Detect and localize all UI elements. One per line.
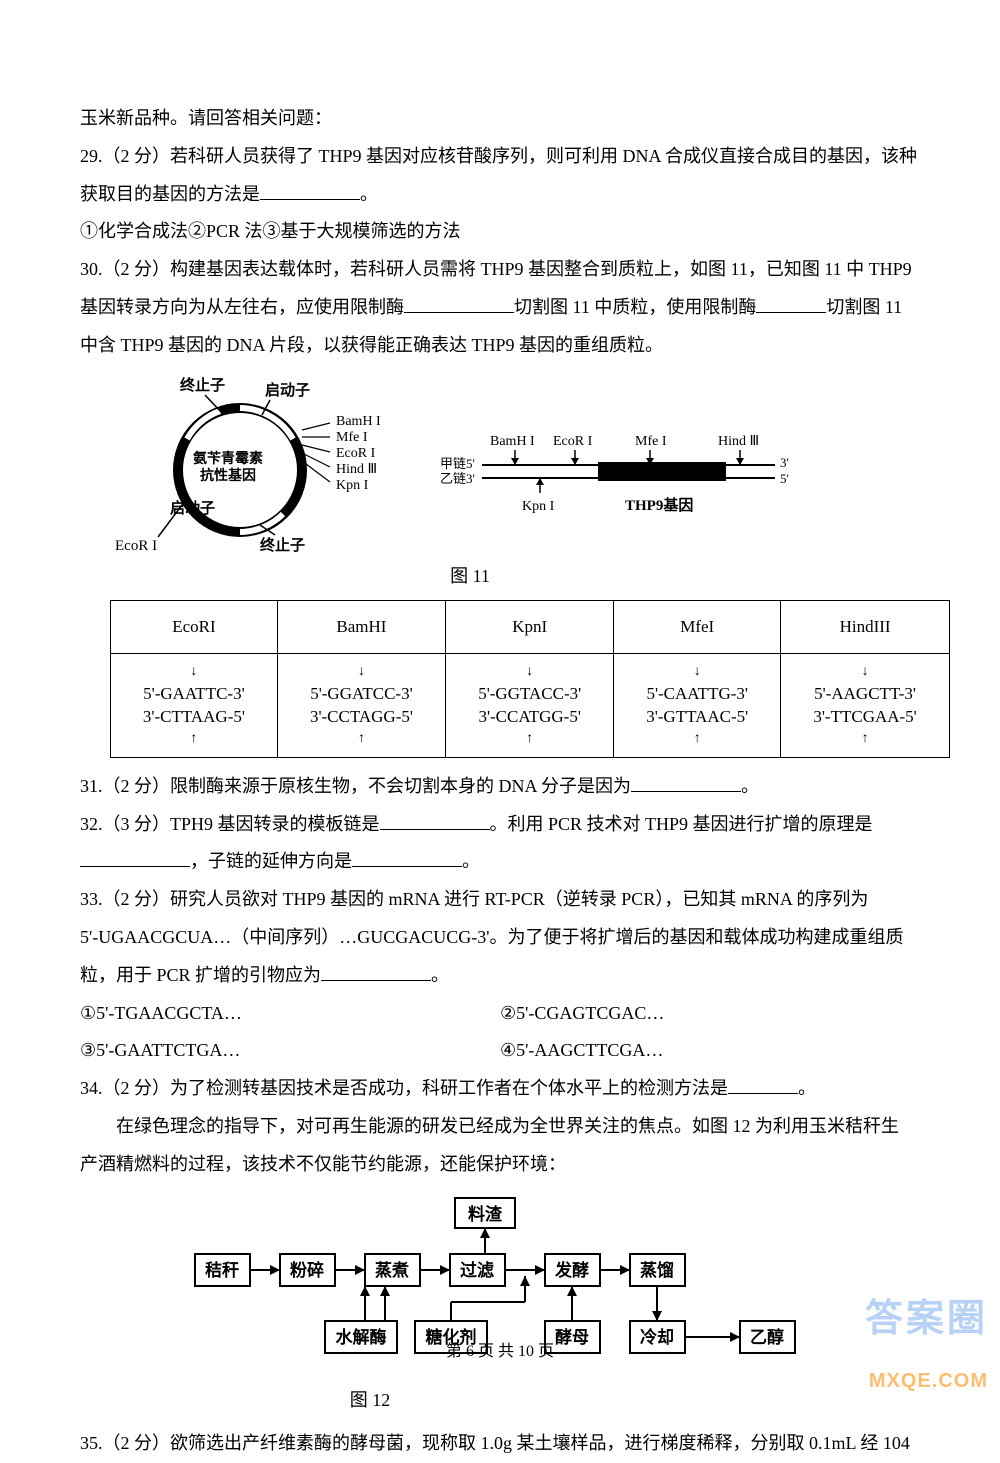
watermark-line2: MXQE.COM xyxy=(865,1360,988,1402)
flow-top: 料渣 xyxy=(468,1204,503,1224)
q32-blank3 xyxy=(352,849,462,867)
watermark-line1: 答案圈 xyxy=(865,1280,988,1360)
q33-opt2: ②5'-CGAGTCGAC… xyxy=(500,995,920,1033)
q33-l1: 33.（2 分）研究人员欲对 THP9 基因的 mRNA 进行 RT-PCR（逆… xyxy=(80,881,920,919)
q30-blank2 xyxy=(756,295,826,313)
lin-mfe1: Mfe I xyxy=(635,434,667,449)
para-l2: 产酒精燃料的过程，该技术不仅能节约能源，还能保护环境： xyxy=(80,1146,920,1184)
th-ecori: EcoRI xyxy=(111,601,278,654)
site-mfe1: Mfe I xyxy=(336,430,368,445)
q32-line1: 32.（3 分）TPH9 基因转录的模板链是。利用 PCR 技术对 THP9 基… xyxy=(80,806,920,844)
promoter2-label: 启动子 xyxy=(170,499,215,517)
svg-text:发酵: 发酵 xyxy=(554,1260,589,1280)
th-mfei: MfeI xyxy=(614,601,781,654)
q30-line2: 基因转录方向为从左往右，应使用限制酶 切割图 11 中质粒，使用限制酶 切割图 11 xyxy=(80,289,920,327)
svg-text:抗性基因: 抗性基因 xyxy=(200,467,256,484)
svg-text:蒸馏: 蒸馏 xyxy=(640,1260,674,1280)
svg-text:3': 3' xyxy=(780,455,789,470)
thp9-gene-label: THP9基因 xyxy=(625,496,693,514)
lin-bamh1: BamH I xyxy=(490,434,535,449)
q31-line: 31.（2 分）限制酶来源于原核生物，不会切割本身的 DNA 分子是因为 。 xyxy=(80,768,920,806)
q31-suffix: 。 xyxy=(741,776,759,796)
svg-text:甲链5': 甲链5' xyxy=(440,456,475,471)
figure-11: 氨苄青霉素 抗性基因 终止子 启动子 启动子 终止子 EcoR I BamH I… xyxy=(110,375,830,758)
q29-prefix: 29.（2 分）若科研人员获得了 THP9 基因对应核苷酸序列，则可利用 DNA… xyxy=(80,146,917,204)
q32-line2: ，子链的延伸方向是。 xyxy=(80,843,920,881)
q31-text: 31.（2 分）限制酶来源于原核生物，不会切割本身的 DNA 分子是因为 xyxy=(80,776,631,796)
lin-ecor1: EcoR I xyxy=(553,434,593,449)
page-footer: 第 6 页 共 10 页 xyxy=(0,1335,1000,1369)
th-hindiii: HindIII xyxy=(781,601,950,654)
seq-kpni: ↓5'-GGTACC-3'3'-CCATGG-5'↑ xyxy=(446,654,614,758)
q33-options-row2: ③5'-GAATTCTGA… ④5'-AAGCTTCGA… xyxy=(80,1032,920,1070)
q30-l1d: 切割图 11 xyxy=(826,297,902,317)
terminator2-label: 终止子 xyxy=(260,536,305,554)
svg-text:过滤: 过滤 xyxy=(460,1260,494,1280)
q32-blank1 xyxy=(380,812,490,830)
seq-bamhi: ↓5'-GGATCC-3'3'-CCTAGG-5'↑ xyxy=(277,654,445,758)
q29-options: ①化学合成法②PCR 法③基于大规模筛选的方法 xyxy=(80,213,920,251)
lin-hind3: Hind Ⅲ xyxy=(718,434,759,449)
q33-opt1: ①5'-TGAACGCTA… xyxy=(80,995,500,1033)
svg-text:粉碎: 粉碎 xyxy=(290,1260,324,1280)
q30-blank1 xyxy=(404,295,514,313)
q34-line: 34.（2 分）为了检测转基因技术是否成功，科研工作者在个体水平上的检测方法是。 xyxy=(80,1070,920,1108)
q30-l1c: 切割图 11 中质粒，使用限制酶 xyxy=(514,297,756,317)
watermark: 答案圈 MXQE.COM xyxy=(865,1280,988,1402)
q29-line: 29.（2 分）若科研人员获得了 THP9 基因对应核苷酸序列，则可利用 DNA… xyxy=(80,138,920,214)
seq-mfei: ↓5'-CAATTG-3'3'-GTTAAC-5'↑ xyxy=(614,654,781,758)
seq-hindiii: ↓5'-AAGCTT-3'3'-TTCGAA-5'↑ xyxy=(781,654,950,758)
th-bamhi: BamHI xyxy=(277,601,445,654)
q33-l3: 粒，用于 PCR 扩增的引物应为。 xyxy=(80,957,920,995)
q29-suffix: 。 xyxy=(360,184,378,204)
figure12-caption: 图 12 xyxy=(160,1382,580,1420)
svg-text:秸秆: 秸秆 xyxy=(205,1260,239,1280)
seq-ecori: ↓5'-GAATTC-3'3'-CTTAAG-5'↑ xyxy=(111,654,278,758)
q29-blank xyxy=(260,182,360,200)
site-kpn1: Kpn I xyxy=(336,478,369,493)
svg-text:蒸煮: 蒸煮 xyxy=(375,1261,409,1280)
q33-opt3: ③5'-GAATTCTGA… xyxy=(80,1032,500,1070)
site-hind3: Hind Ⅲ xyxy=(336,462,377,477)
site-ecor1: EcoR I xyxy=(336,446,376,461)
q30-l1a: 30.（2 分）构建基因表达载体时，若科研人员需将 THP9 基因整合到质粒上，… xyxy=(80,259,912,279)
th-kpni: KpnI xyxy=(446,601,614,654)
ecor1-left-label: EcoR I xyxy=(115,538,157,554)
svg-text:乙链3': 乙链3' xyxy=(440,471,475,486)
promoter1-label: 启动子 xyxy=(265,381,310,399)
terminator1-label: 终止子 xyxy=(180,376,225,394)
enzyme-table: EcoRI BamHI KpnI MfeI HindIII ↓5'-GAATTC… xyxy=(110,600,950,757)
q33-opt4: ④5'-AAGCTTCGA… xyxy=(500,1032,920,1070)
resistance-label: 氨苄青霉素 xyxy=(193,450,263,467)
q30-line1: 30.（2 分）构建基因表达载体时，若科研人员需将 THP9 基因整合到质粒上，… xyxy=(80,251,920,289)
q33-blank xyxy=(321,963,431,981)
figure11-caption: 图 11 xyxy=(110,558,830,596)
q30-line3: 中含 THP9 基因的 DNA 片段，以获得能正确表达 THP9 基因的重组质粒… xyxy=(80,327,920,365)
para-l1: 在绿色理念的指导下，对可再生能源的研发已经成为全世界关注的焦点。如图 12 为利… xyxy=(80,1108,920,1146)
q33-options-row1: ①5'-TGAACGCTA… ②5'-CGAGTCGAC… xyxy=(80,995,920,1033)
q31-blank xyxy=(631,774,741,792)
q30-l1b: 基因转录方向为从左往右，应使用限制酶 xyxy=(80,297,404,317)
intro-text: 玉米新品种。请回答相关问题： xyxy=(80,100,920,138)
q35-line: 35.（2 分）欲筛选出产纤维素酶的酵母菌，现称取 1.0g 某土壤样品，进行梯… xyxy=(80,1425,920,1463)
lin-kpn1: Kpn I xyxy=(522,499,555,514)
q32-blank2 xyxy=(80,849,190,867)
q34-blank xyxy=(728,1076,798,1094)
q33-l2: 5'-UGAACGCUA…（中间序列）…GUCGACUCG-3'。为了便于将扩增… xyxy=(80,919,920,957)
svg-text:5': 5' xyxy=(780,471,789,486)
site-bamh1: BamH I xyxy=(336,414,381,429)
figure11-svg: 氨苄青霉素 抗性基因 终止子 启动子 启动子 终止子 EcoR I BamH I… xyxy=(110,375,830,555)
